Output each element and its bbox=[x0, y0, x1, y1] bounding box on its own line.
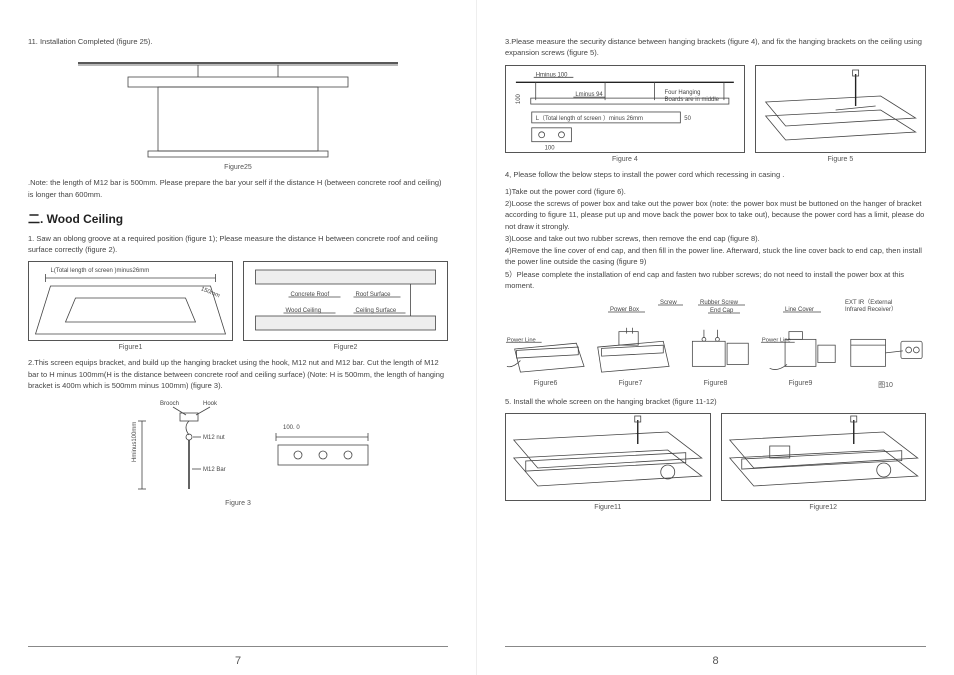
figure-2-svg: Concrete Roof Roof Surface Wood Ceiling … bbox=[244, 262, 447, 342]
step-2-text: 2.This screen equips bracket, and build … bbox=[28, 357, 448, 391]
figure-9-caption: Figure9 bbox=[760, 380, 841, 387]
figures-6-10: Power Box Screw Rubber Screw End Cap Lin… bbox=[505, 295, 926, 390]
fig3-hook: Hook bbox=[203, 401, 218, 407]
fig3-bar: M12 Bar bbox=[203, 467, 226, 473]
fig1-top-label: L(Total length of screen )minus26mm bbox=[51, 268, 150, 274]
page-7-rule bbox=[28, 646, 448, 647]
figure-25-caption: Figure25 bbox=[28, 164, 448, 171]
figure-9: Power Line Figure9 bbox=[760, 321, 841, 390]
figure-4-svg: Hminus 100 Lminus 94 Four Hanging Boards… bbox=[506, 66, 744, 154]
step-4-3: 3)Loose and take out two rubber screws, … bbox=[505, 233, 926, 244]
figure-7-svg bbox=[590, 321, 671, 377]
figure-10-caption: 图10 bbox=[845, 380, 926, 390]
figure-3-caption: Figure 3 bbox=[28, 500, 448, 507]
figure-5-caption: Figure 5 bbox=[755, 156, 926, 163]
figure-4-5-row: Hminus 100 Lminus 94 Four Hanging Boards… bbox=[505, 65, 926, 163]
figure-11-12-row: Figure11 Figure12 bbox=[505, 413, 926, 511]
figure-12: Figure12 bbox=[721, 413, 927, 511]
step-4-2: 2)Loose the screws of power box and take… bbox=[505, 198, 926, 232]
step-4-5: 5）Please complete the installation of en… bbox=[505, 269, 926, 292]
figure-6-caption: Figure6 bbox=[505, 380, 586, 387]
page-7-number: 7 bbox=[235, 655, 241, 667]
figure-2-caption: Figure2 bbox=[243, 344, 448, 351]
figure-10: 图10 bbox=[845, 321, 926, 390]
figure-1: L(Total length of screen )minus26mm 150m… bbox=[28, 261, 233, 351]
figure-9-svg: Power Line bbox=[760, 321, 841, 377]
figure-5: Figure 5 bbox=[755, 65, 926, 163]
step-5-text: 5. Install the whole screen on the hangi… bbox=[505, 396, 926, 407]
figure-1-svg: L(Total length of screen )minus26mm 150m… bbox=[29, 262, 232, 342]
page-8-rule bbox=[505, 646, 926, 647]
figure-25: Figure25 bbox=[28, 53, 448, 171]
figure-3-svg: Brooch Hook M12 nut M12 Bar Hminus100mm … bbox=[28, 397, 448, 497]
figure-7: Figure7 bbox=[590, 321, 671, 390]
fig6-10-labels: Power Box Screw Rubber Screw End Cap Lin… bbox=[505, 295, 925, 315]
figure-3: Brooch Hook M12 nut M12 Bar Hminus100mm … bbox=[28, 397, 448, 507]
fig1-side-label: 150mm bbox=[200, 287, 221, 300]
figure-25-svg bbox=[28, 53, 448, 161]
figure-8: Figure8 bbox=[675, 321, 756, 390]
fig3-nut: M12 nut bbox=[203, 435, 225, 441]
fig3-100: 100. 0 bbox=[283, 425, 300, 431]
step-3-text: 3.Please measure the security distance b… bbox=[505, 36, 926, 59]
figure-7-caption: Figure7 bbox=[590, 380, 671, 387]
step-4-intro: 4, Please follow the below steps to inst… bbox=[505, 169, 926, 180]
fig3-hminus: Hminus100mm bbox=[132, 422, 138, 462]
step-1-text: 1. Saw an oblong groove at a required po… bbox=[28, 233, 448, 256]
figure-8-svg bbox=[675, 321, 756, 377]
fig3-brooch: Brooch bbox=[160, 401, 179, 407]
figure-1-caption: Figure1 bbox=[28, 344, 233, 351]
fig4-four: Four Hanging bbox=[665, 90, 701, 96]
figure-4: Hminus 100 Lminus 94 Four Hanging Boards… bbox=[505, 65, 745, 163]
figure-12-svg bbox=[722, 414, 926, 502]
page-7: 11. Installation Completed (figure 25). … bbox=[0, 0, 477, 675]
lbl-extir: EXT IR（External bbox=[845, 299, 892, 306]
page-8-number: 8 bbox=[712, 655, 718, 667]
step-4-1: 1)Take out the power cord (figure 6). bbox=[505, 186, 926, 197]
fig4-L: L（Total length of screen ）minus 26mm bbox=[536, 114, 643, 121]
figure-6-svg: Power Line bbox=[505, 321, 586, 377]
page-8: 3.Please measure the security distance b… bbox=[477, 0, 954, 675]
note-text: .Note: the length of M12 bar is 500mm. P… bbox=[28, 177, 448, 200]
figure-6: Power Line Figure6 bbox=[505, 321, 586, 390]
figure-8-caption: Figure8 bbox=[675, 380, 756, 387]
figure-11-caption: Figure11 bbox=[505, 504, 711, 511]
fig4-100a: 100 bbox=[516, 93, 522, 104]
figure-11: Figure11 bbox=[505, 413, 711, 511]
section-wood-ceiling: 二. Wood Ceiling bbox=[28, 210, 448, 227]
svg-text:Boards are in middle: Boards are in middle bbox=[665, 97, 720, 103]
figure-1-2-row: L(Total length of screen )minus26mm 150m… bbox=[28, 261, 448, 351]
svg-text:Infrared Receiver）: Infrared Receiver） bbox=[845, 306, 897, 313]
step-4-4: 4)Remove the line cover of end cap, and … bbox=[505, 245, 926, 268]
fig4-100b: 100 bbox=[545, 145, 556, 151]
figure-4-caption: Figure 4 bbox=[505, 156, 745, 163]
figure-10-svg bbox=[845, 321, 926, 377]
fig4-50: 50 bbox=[684, 115, 691, 121]
step-11-text: 11. Installation Completed (figure 25). bbox=[28, 36, 448, 47]
figure-5-svg bbox=[756, 66, 925, 154]
figure-12-caption: Figure12 bbox=[721, 504, 927, 511]
figure-11-svg bbox=[506, 414, 710, 502]
figure-2: Concrete Roof Roof Surface Wood Ceiling … bbox=[243, 261, 448, 351]
